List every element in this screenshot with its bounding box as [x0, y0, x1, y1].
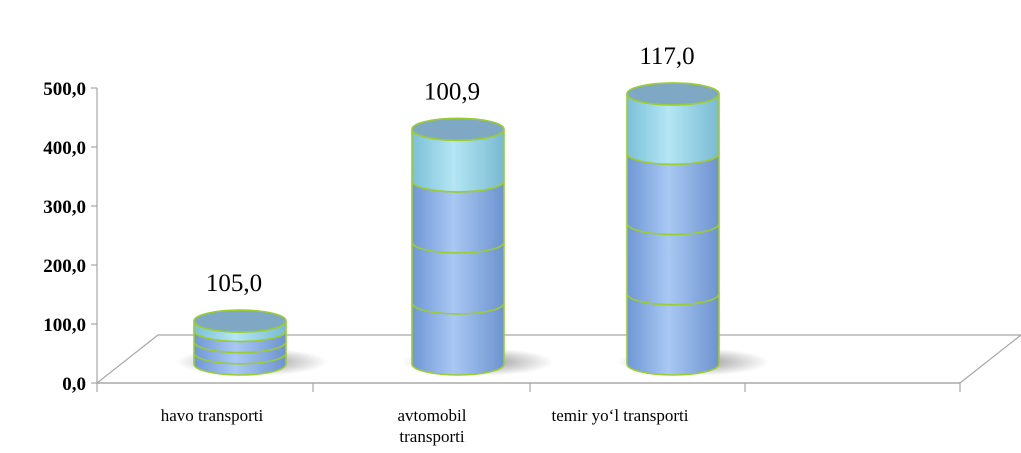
data-label: 105,0 — [206, 270, 262, 297]
data-label: 117,0 — [639, 43, 694, 70]
y-tick-label: 500,0 — [43, 79, 86, 100]
bar-ring — [626, 293, 720, 306]
bar-cap — [626, 82, 720, 106]
bars — [193, 82, 720, 376]
data-labels: 105,0 100,9 117,0 — [206, 43, 695, 297]
bar — [411, 117, 505, 376]
bar-ring — [193, 352, 287, 365]
y-axis-ticks: 0,0 100,0 200,0 300,0 400,0 500,0 — [43, 79, 97, 395]
bar-ring — [411, 241, 505, 254]
bar-cap — [411, 117, 505, 142]
data-label: 100,9 — [424, 78, 480, 105]
x-tick-label: havo transporti — [161, 406, 264, 425]
y-tick-label: 300,0 — [43, 197, 86, 218]
bar-ring — [193, 341, 287, 354]
bar-ring — [626, 223, 720, 236]
bar-body — [411, 180, 505, 376]
y-tick-label: 0,0 — [62, 374, 86, 395]
bar — [193, 309, 287, 376]
y-tick-label: 400,0 — [43, 138, 86, 159]
bar — [626, 82, 720, 376]
y-tick-label: 100,0 — [43, 315, 86, 336]
y-tick-label: 200,0 — [43, 256, 86, 277]
x-tick-label: temir yo‘l transporti — [552, 406, 689, 425]
bar-ring — [411, 302, 505, 315]
x-axis-ticks: havo transporti avtomobil transporti temir … — [96, 383, 961, 446]
x-tick-label: avtomobil transporti — [398, 406, 467, 446]
bar-body — [626, 153, 720, 376]
bar-cap — [193, 309, 287, 333]
